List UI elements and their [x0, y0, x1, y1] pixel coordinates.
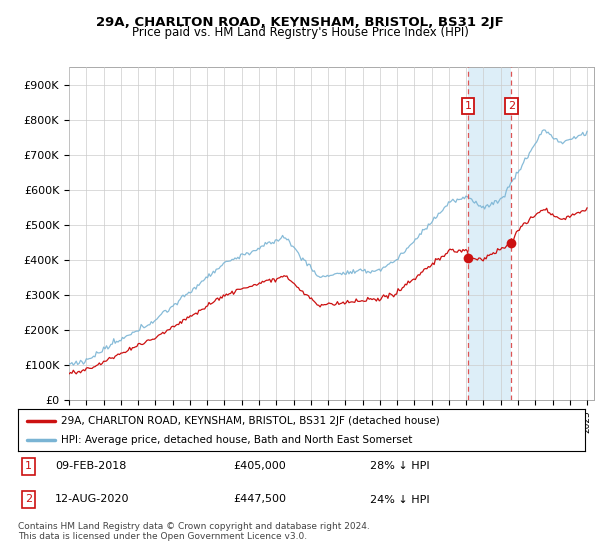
Text: £405,000: £405,000 — [233, 461, 286, 472]
Text: 12-AUG-2020: 12-AUG-2020 — [55, 494, 130, 505]
Text: 2: 2 — [25, 494, 32, 505]
Text: 1: 1 — [25, 461, 32, 472]
Bar — [468, 67, 511, 400]
Text: HPI: Average price, detached house, Bath and North East Somerset: HPI: Average price, detached house, Bath… — [61, 435, 412, 445]
Text: 1: 1 — [464, 101, 472, 111]
Text: Price paid vs. HM Land Registry's House Price Index (HPI): Price paid vs. HM Land Registry's House … — [131, 26, 469, 39]
Text: 28% ↓ HPI: 28% ↓ HPI — [370, 461, 429, 472]
Text: 29A, CHARLTON ROAD, KEYNSHAM, BRISTOL, BS31 2JF (detached house): 29A, CHARLTON ROAD, KEYNSHAM, BRISTOL, B… — [61, 416, 439, 426]
Text: 24% ↓ HPI: 24% ↓ HPI — [370, 494, 429, 505]
Text: Contains HM Land Registry data © Crown copyright and database right 2024.
This d: Contains HM Land Registry data © Crown c… — [18, 522, 370, 542]
Text: 29A, CHARLTON ROAD, KEYNSHAM, BRISTOL, BS31 2JF: 29A, CHARLTON ROAD, KEYNSHAM, BRISTOL, B… — [96, 16, 504, 29]
Text: £447,500: £447,500 — [233, 494, 286, 505]
Text: 2: 2 — [508, 101, 515, 111]
Text: 09-FEB-2018: 09-FEB-2018 — [55, 461, 126, 472]
